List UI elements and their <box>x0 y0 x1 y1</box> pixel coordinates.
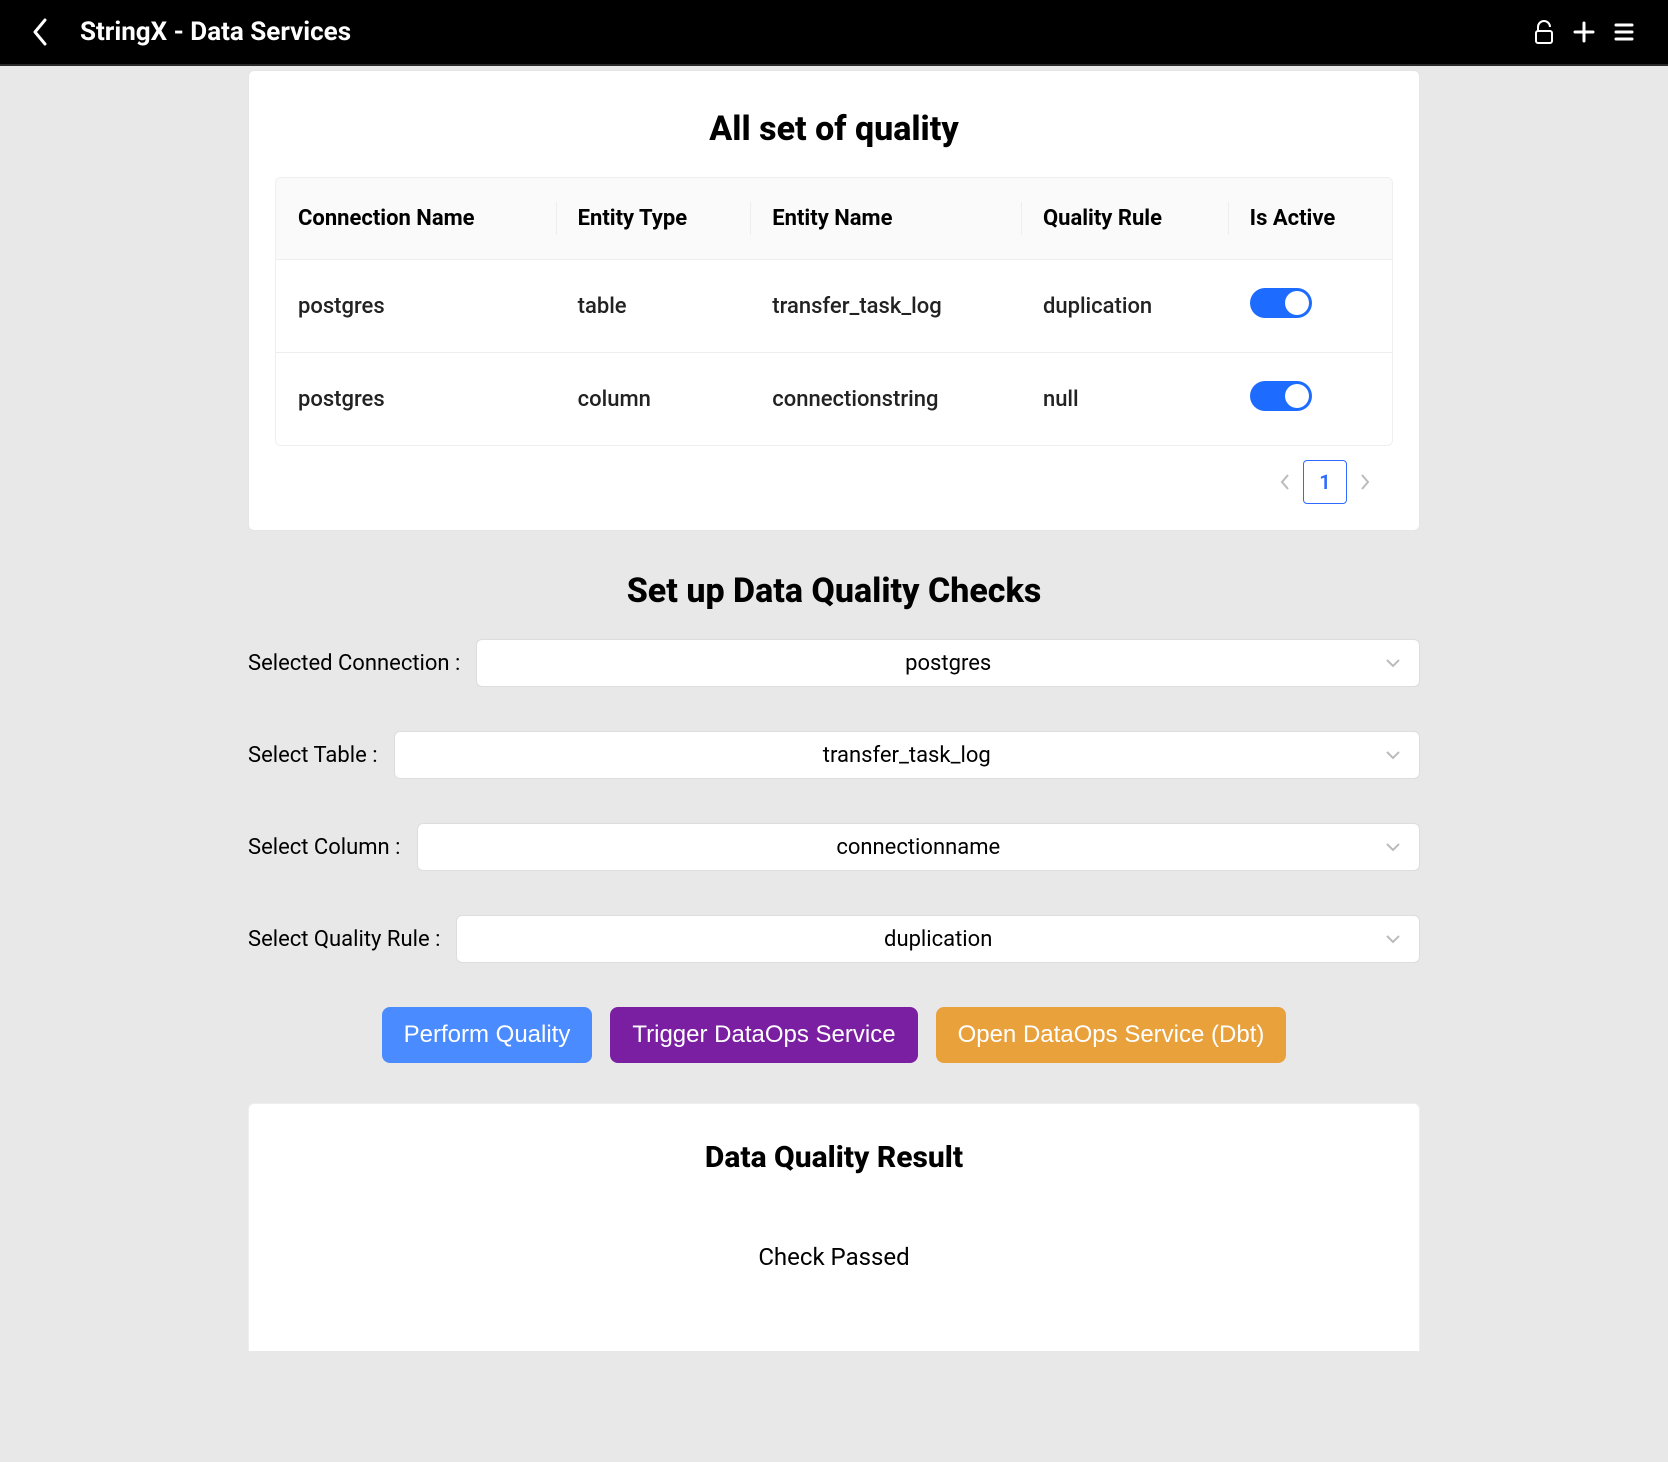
add-button[interactable] <box>1564 20 1604 44</box>
chevron-down-icon <box>1385 934 1401 944</box>
open-dataops-dbt-button[interactable]: Open DataOps Service (Dbt) <box>936 1007 1287 1063</box>
cell-rule: null <box>1021 353 1228 446</box>
quality-table-wrap: Connection Name Entity Type Entity Name … <box>275 177 1393 446</box>
chevron-down-icon <box>1385 658 1401 668</box>
action-buttons: Perform Quality Trigger DataOps Service … <box>248 1007 1420 1063</box>
row-select-quality-rule: Select Quality Rule duplication <box>248 915 1420 963</box>
trigger-dataops-button[interactable]: Trigger DataOps Service <box>610 1007 917 1063</box>
next-page[interactable] <box>1359 473 1371 491</box>
label-selected-connection: Selected Connection <box>248 651 460 676</box>
cell-active <box>1228 260 1392 353</box>
label-select-table: Select Table <box>248 743 378 768</box>
select-connection[interactable]: postgres <box>476 639 1420 687</box>
page-number[interactable]: 1 <box>1303 460 1347 504</box>
table-row: postgres table transfer_task_log duplica… <box>276 260 1392 353</box>
plus-icon <box>1572 20 1596 44</box>
label-select-column: Select Column <box>248 835 401 860</box>
app-title: StringX - Data Services <box>80 17 351 47</box>
cell-active <box>1228 353 1392 446</box>
cell-etype: column <box>556 353 751 446</box>
header-divider <box>0 64 1668 66</box>
app-header: StringX - Data Services <box>0 0 1668 64</box>
result-card: Data Quality Result Check Passed <box>248 1103 1420 1351</box>
select-value: transfer_task_log <box>823 743 991 768</box>
quality-card: All set of quality Connection Name Entit… <box>248 70 1420 531</box>
setup-title: Set up Data Quality Checks <box>248 571 1420 611</box>
result-title: Data Quality Result <box>249 1140 1419 1175</box>
pagination: 1 <box>297 460 1371 504</box>
chevron-left-icon <box>1279 473 1291 491</box>
active-toggle[interactable] <box>1250 288 1312 318</box>
menu-icon <box>1612 20 1636 44</box>
back-button[interactable] <box>24 18 56 46</box>
select-value: duplication <box>884 927 992 952</box>
table-row: postgres column connectionstring null <box>276 353 1392 446</box>
select-quality-rule[interactable]: duplication <box>456 915 1420 963</box>
result-text: Check Passed <box>249 1243 1419 1271</box>
chevron-down-icon <box>1385 750 1401 760</box>
cell-rule: duplication <box>1021 260 1228 353</box>
cell-etype: table <box>556 260 751 353</box>
cell-conn: postgres <box>276 260 556 353</box>
row-select-column: Select Column connectionname <box>248 823 1420 871</box>
active-toggle[interactable] <box>1250 381 1312 411</box>
chevron-down-icon <box>1385 842 1401 852</box>
prev-page[interactable] <box>1279 473 1291 491</box>
select-value: postgres <box>905 651 991 676</box>
table-header-row: Connection Name Entity Type Entity Name … <box>276 178 1392 260</box>
col-quality-rule: Quality Rule <box>1021 178 1228 260</box>
cell-ename: transfer_task_log <box>750 260 1021 353</box>
cell-ename: connectionstring <box>750 353 1021 446</box>
col-is-active: Is Active <box>1228 178 1392 260</box>
lock-button[interactable] <box>1524 19 1564 45</box>
chevron-right-icon <box>1359 473 1371 491</box>
menu-button[interactable] <box>1604 20 1644 44</box>
col-entity-type: Entity Type <box>556 178 751 260</box>
chevron-left-icon <box>31 18 49 46</box>
quality-table: Connection Name Entity Type Entity Name … <box>276 178 1392 445</box>
row-selected-connection: Selected Connection postgres <box>248 639 1420 687</box>
perform-quality-button[interactable]: Perform Quality <box>382 1007 593 1063</box>
cell-conn: postgres <box>276 353 556 446</box>
col-entity-name: Entity Name <box>750 178 1021 260</box>
select-column[interactable]: connectionname <box>417 823 1421 871</box>
quality-title: All set of quality <box>249 109 1419 149</box>
row-select-table: Select Table transfer_task_log <box>248 731 1420 779</box>
label-select-quality-rule: Select Quality Rule <box>248 927 440 952</box>
select-table[interactable]: transfer_task_log <box>394 731 1420 779</box>
col-connection-name: Connection Name <box>276 178 556 260</box>
select-value: connectionname <box>836 835 1000 860</box>
lock-open-icon <box>1532 19 1556 45</box>
